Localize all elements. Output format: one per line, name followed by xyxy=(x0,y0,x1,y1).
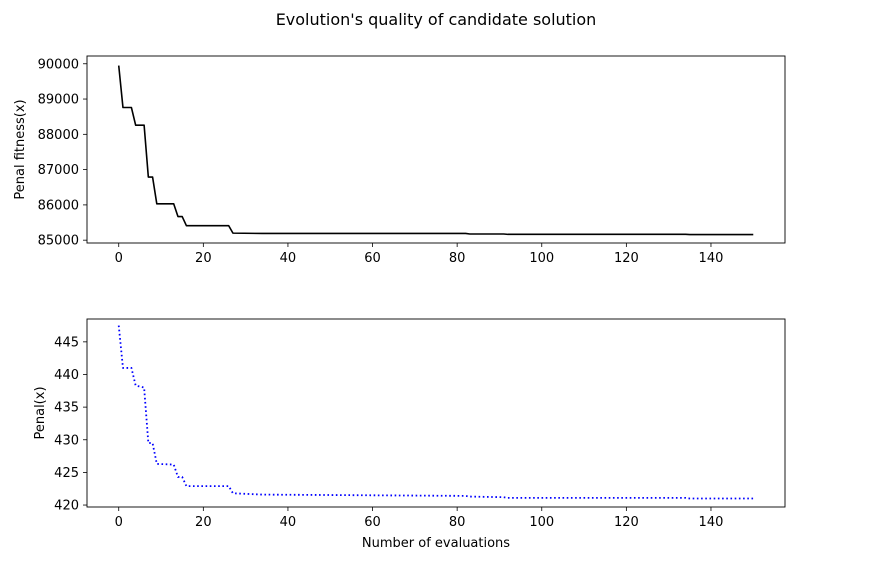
y-tick-label: 445 xyxy=(54,335,79,350)
x-tick-label: 40 xyxy=(280,515,297,530)
y-tick-label: 425 xyxy=(54,466,79,481)
y-tick-label: 86000 xyxy=(38,198,79,213)
y-tick-label: 87000 xyxy=(38,163,79,178)
y-axis-label: Penal fitness(x) xyxy=(13,99,28,199)
x-tick-label: 80 xyxy=(449,515,466,530)
x-tick-label: 80 xyxy=(449,251,466,266)
x-tick-label: 40 xyxy=(280,251,297,266)
x-tick-label: 20 xyxy=(195,251,212,266)
subplot-1: 0 20 40 60 80 100 120 140 85000 86000 87000 88000 89… xyxy=(13,55,786,266)
y-tick-label: 420 xyxy=(54,499,79,514)
axes-frame xyxy=(86,55,786,244)
y-tick-label: 435 xyxy=(54,401,79,416)
x-tick-label: 60 xyxy=(364,251,381,266)
axes-frame xyxy=(86,318,786,508)
y-tick-label: 90000 xyxy=(38,57,79,72)
figure-title: Evolution's quality of candidate solutio… xyxy=(276,10,597,29)
y-tick-label: 440 xyxy=(54,368,79,383)
x-tick-label: 20 xyxy=(195,515,212,530)
x-tick-label: 120 xyxy=(614,251,639,266)
y-tick-label: 430 xyxy=(54,433,79,448)
x-tick-label: 0 xyxy=(115,251,123,266)
y-tick-label: 85000 xyxy=(38,234,79,249)
x-axis-label: Number of evaluations xyxy=(362,536,510,551)
series-line-2-1 xyxy=(117,325,754,500)
y-tick-label: 88000 xyxy=(38,128,79,143)
x-tick-label: 100 xyxy=(529,251,554,266)
subplot-2: 0 20 40 60 80 100 120 140 420 425 430 435 440 445 Pena… xyxy=(33,318,786,551)
x-tick-label: 100 xyxy=(529,515,554,530)
x-tick-label: 140 xyxy=(699,251,724,266)
x-tick-label: 120 xyxy=(614,515,639,530)
y-tick-label: 89000 xyxy=(38,93,79,108)
y-axis-label: Penal(x) xyxy=(33,386,48,439)
x-tick-label: 0 xyxy=(115,515,123,530)
x-tick-label: 140 xyxy=(699,515,724,530)
series-line-1-1 xyxy=(117,65,754,236)
x-tick-label: 60 xyxy=(364,515,381,530)
